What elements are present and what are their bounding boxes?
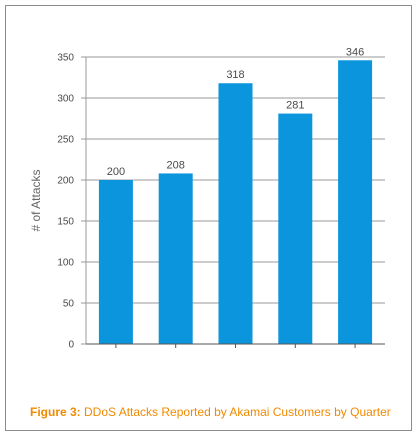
figure-caption: Figure 3: DDoS Attacks Reported by Akama…: [30, 405, 410, 419]
caption-prefix: Figure 3:: [30, 405, 81, 419]
caption-text: DDoS Attacks Reported by Akamai Customer…: [84, 405, 391, 419]
y-tick-label: 150: [57, 217, 74, 228]
bar-value-label: 346: [346, 46, 364, 58]
bar: [338, 60, 373, 344]
y-tick-label: 300: [57, 94, 74, 105]
bar: [158, 173, 193, 344]
bars: 200 208 318 281 346: [98, 46, 373, 345]
bar: [98, 180, 133, 344]
bar-value-label: 200: [107, 166, 125, 178]
y-tick-label: 350: [57, 53, 74, 64]
y-tick-label: 0: [68, 340, 74, 351]
bar-value-label: 318: [226, 69, 244, 81]
bar: [278, 113, 313, 344]
y-tick-label: 250: [57, 135, 74, 146]
axes: 0 50 100 150 200 250 300 350: [57, 53, 385, 351]
y-tick-label: 50: [63, 299, 75, 310]
y-axis-label: # of Attacks: [29, 169, 43, 231]
bar: [218, 83, 253, 345]
bar-value-label: 281: [286, 100, 304, 112]
y-tick-label: 200: [57, 176, 74, 187]
bar-value-label: 208: [167, 159, 185, 171]
y-tick-label: 100: [57, 258, 74, 269]
